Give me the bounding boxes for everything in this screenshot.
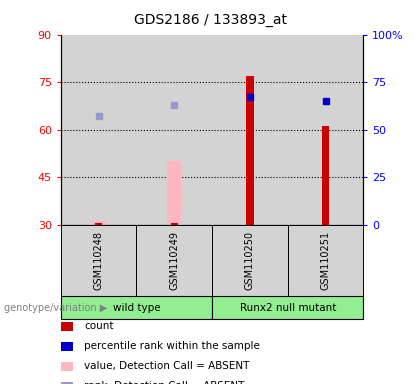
Bar [92,222,105,225]
Bar [95,223,102,225]
Text: GDS2186 / 133893_at: GDS2186 / 133893_at [134,13,286,27]
Bar [322,126,329,225]
Bar [61,35,136,225]
Bar [168,161,181,225]
Text: GSM110249: GSM110249 [169,231,179,290]
Bar [246,76,254,225]
Text: genotype/variation ▶: genotype/variation ▶ [4,303,108,313]
Bar [212,35,288,225]
Bar [136,35,212,225]
Text: percentile rank within the sample: percentile rank within the sample [84,341,260,351]
Text: wild type: wild type [113,303,160,313]
Text: count: count [84,321,113,331]
Bar [288,35,363,225]
Text: GSM110248: GSM110248 [94,231,104,290]
Text: rank, Detection Call = ABSENT: rank, Detection Call = ABSENT [84,381,244,384]
Text: GSM110251: GSM110251 [320,231,331,290]
Text: value, Detection Call = ABSENT: value, Detection Call = ABSENT [84,361,249,371]
Text: Runx2 null mutant: Runx2 null mutant [239,303,336,313]
Text: GSM110250: GSM110250 [245,231,255,290]
Bar [171,223,178,225]
